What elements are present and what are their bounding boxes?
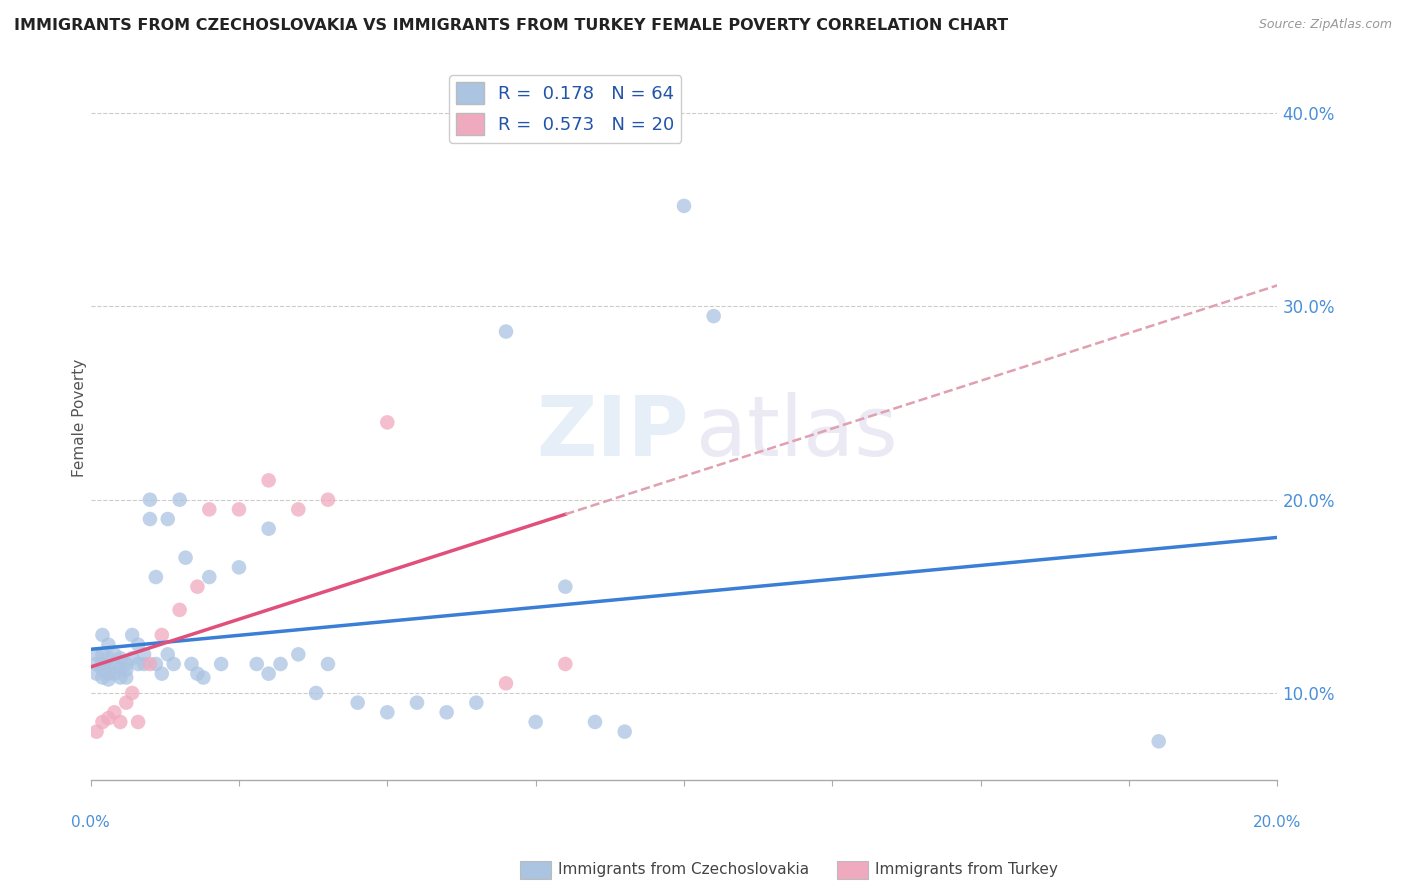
Point	[91, 648, 114, 662]
Point	[103, 666, 125, 681]
Text: 20.0%: 20.0%	[1253, 814, 1302, 830]
Point	[132, 657, 155, 671]
Text: Immigrants from Turkey: Immigrants from Turkey	[875, 863, 1057, 877]
Point	[110, 651, 132, 665]
Point	[115, 696, 138, 710]
Text: 0.0%: 0.0%	[72, 814, 110, 830]
Point	[346, 696, 368, 710]
Point	[110, 671, 132, 685]
Point	[270, 657, 292, 671]
Point	[156, 512, 179, 526]
Point	[127, 638, 149, 652]
Point	[86, 657, 108, 671]
Point	[156, 648, 179, 662]
Point	[287, 648, 309, 662]
Point	[554, 657, 576, 671]
Point	[406, 696, 429, 710]
Point	[613, 724, 636, 739]
Point	[672, 199, 695, 213]
Point	[246, 657, 269, 671]
Point	[228, 560, 250, 574]
Point	[169, 603, 191, 617]
Point	[169, 492, 191, 507]
Point	[209, 657, 232, 671]
Point	[91, 671, 114, 685]
Text: Source: ZipAtlas.com: Source: ZipAtlas.com	[1258, 18, 1392, 31]
Point	[180, 657, 202, 671]
Point	[127, 657, 149, 671]
Point	[436, 706, 458, 720]
Point	[97, 666, 120, 681]
Point	[86, 648, 108, 662]
Point	[115, 663, 138, 677]
Point	[86, 666, 108, 681]
Text: ZIP: ZIP	[537, 392, 689, 473]
Point	[257, 522, 280, 536]
Point	[186, 580, 208, 594]
Text: IMMIGRANTS FROM CZECHOSLOVAKIA VS IMMIGRANTS FROM TURKEY FEMALE POVERTY CORRELAT: IMMIGRANTS FROM CZECHOSLOVAKIA VS IMMIGR…	[14, 18, 1008, 33]
Point	[121, 651, 143, 665]
Point	[495, 325, 517, 339]
Point	[97, 651, 120, 665]
Point	[103, 706, 125, 720]
Point	[163, 657, 186, 671]
Point	[91, 714, 114, 729]
Point	[305, 686, 328, 700]
Point	[132, 648, 155, 662]
Point	[495, 676, 517, 690]
Point	[115, 671, 138, 685]
Point	[110, 714, 132, 729]
Point	[703, 309, 725, 323]
Point	[465, 696, 488, 710]
Point	[91, 628, 114, 642]
Point	[115, 657, 138, 671]
Point	[127, 714, 149, 729]
Point	[375, 706, 398, 720]
Point	[97, 638, 120, 652]
Point	[375, 416, 398, 430]
Point	[139, 657, 162, 671]
Point	[145, 570, 167, 584]
Point	[287, 502, 309, 516]
Point	[91, 663, 114, 677]
Point	[257, 666, 280, 681]
Point	[91, 657, 114, 671]
Point	[97, 661, 120, 675]
Point	[103, 648, 125, 662]
Text: atlas: atlas	[696, 392, 897, 473]
Text: Immigrants from Czechoslovakia: Immigrants from Czechoslovakia	[558, 863, 810, 877]
Point	[257, 474, 280, 488]
Point	[554, 580, 576, 594]
Point	[139, 492, 162, 507]
Point	[583, 714, 606, 729]
Point	[103, 657, 125, 671]
Point	[86, 724, 108, 739]
Point	[186, 666, 208, 681]
Point	[139, 512, 162, 526]
Point	[150, 628, 173, 642]
Point	[174, 550, 197, 565]
Point	[97, 711, 120, 725]
Point	[121, 628, 143, 642]
Point	[110, 661, 132, 675]
Point	[145, 657, 167, 671]
Point	[316, 657, 339, 671]
Point	[150, 666, 173, 681]
Point	[198, 570, 221, 584]
Y-axis label: Female Poverty: Female Poverty	[72, 359, 87, 476]
Point	[97, 673, 120, 687]
Point	[228, 502, 250, 516]
Point	[316, 492, 339, 507]
Legend: R =  0.178   N = 64, R =  0.573   N = 20: R = 0.178 N = 64, R = 0.573 N = 20	[450, 75, 682, 143]
Point	[524, 714, 547, 729]
Point	[198, 502, 221, 516]
Point	[193, 671, 215, 685]
Point	[1147, 734, 1170, 748]
Point	[121, 686, 143, 700]
